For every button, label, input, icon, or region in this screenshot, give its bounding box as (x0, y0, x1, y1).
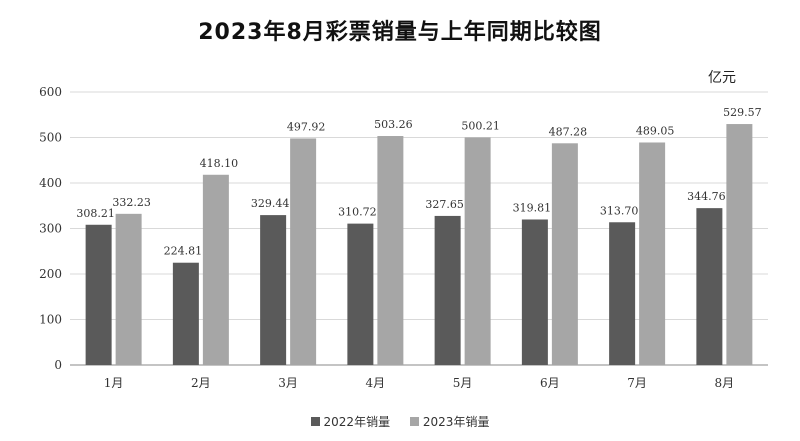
legend-swatch-2022 (310, 417, 320, 426)
x-tick-label: 3月 (278, 376, 298, 390)
legend-swatch-2023 (409, 417, 419, 426)
data-label: 418.10 (200, 157, 239, 170)
bar-2022 (696, 208, 723, 365)
data-label: 313.70 (600, 204, 639, 217)
data-label: 497.92 (287, 120, 326, 133)
legend-item-2023: 2023年销量 (409, 413, 490, 430)
bar-2022 (85, 224, 112, 365)
bar-2022 (434, 215, 461, 365)
unit-label: 亿元 (708, 70, 736, 86)
data-label: 332.23 (112, 196, 151, 209)
bar-2022 (609, 222, 636, 365)
bar-2023 (115, 213, 142, 365)
bar-2023 (202, 174, 229, 365)
legend-item-2022: 2022年销量 (310, 413, 391, 430)
legend-label-2023: 2023年销量 (422, 415, 490, 429)
x-tick-label: 1月 (104, 376, 124, 390)
y-tick-label: 600 (39, 85, 62, 99)
x-tick-label: 2月 (191, 376, 211, 390)
data-label: 500.21 (461, 119, 500, 132)
data-label: 327.65 (425, 198, 464, 211)
bar-2023 (551, 143, 578, 365)
data-label: 344.76 (687, 190, 726, 203)
data-label: 329.44 (251, 197, 290, 210)
data-label: 489.05 (636, 124, 675, 137)
y-tick-label: 300 (39, 222, 62, 236)
y-tick-label: 0 (54, 358, 62, 372)
y-tick-label: 200 (39, 267, 62, 281)
bar-2023 (639, 142, 666, 365)
chart-title: 2023年8月彩票销量与上年同期比较图 (198, 20, 602, 45)
x-tick-label: 8月 (715, 376, 735, 390)
bar-2023 (377, 136, 404, 365)
data-label: 503.26 (374, 118, 413, 131)
data-label: 319.81 (513, 201, 552, 214)
y-tick-label: 400 (39, 176, 62, 190)
data-label: 224.81 (164, 245, 203, 258)
bar-2022 (260, 215, 287, 365)
data-label: 310.72 (338, 206, 377, 219)
bar-2023 (290, 138, 317, 365)
legend: 2022年销量 2023年销量 (0, 413, 800, 430)
data-label: 529.57 (723, 106, 762, 119)
x-tick-label: 5月 (453, 376, 473, 390)
legend-label-2022: 2022年销量 (323, 415, 391, 429)
data-label: 487.28 (549, 125, 588, 138)
x-tick-label: 6月 (540, 376, 560, 390)
bar-2023 (726, 124, 753, 365)
x-tick-label: 7月 (627, 376, 647, 390)
data-label: 308.21 (76, 207, 115, 220)
y-tick-label: 100 (39, 313, 62, 327)
bar-2022 (172, 262, 199, 365)
x-tick-label: 4月 (366, 376, 386, 390)
y-tick-label: 500 (39, 131, 62, 145)
bar-2022 (347, 223, 374, 365)
bar-2022 (521, 219, 548, 365)
bar-2023 (464, 137, 491, 365)
